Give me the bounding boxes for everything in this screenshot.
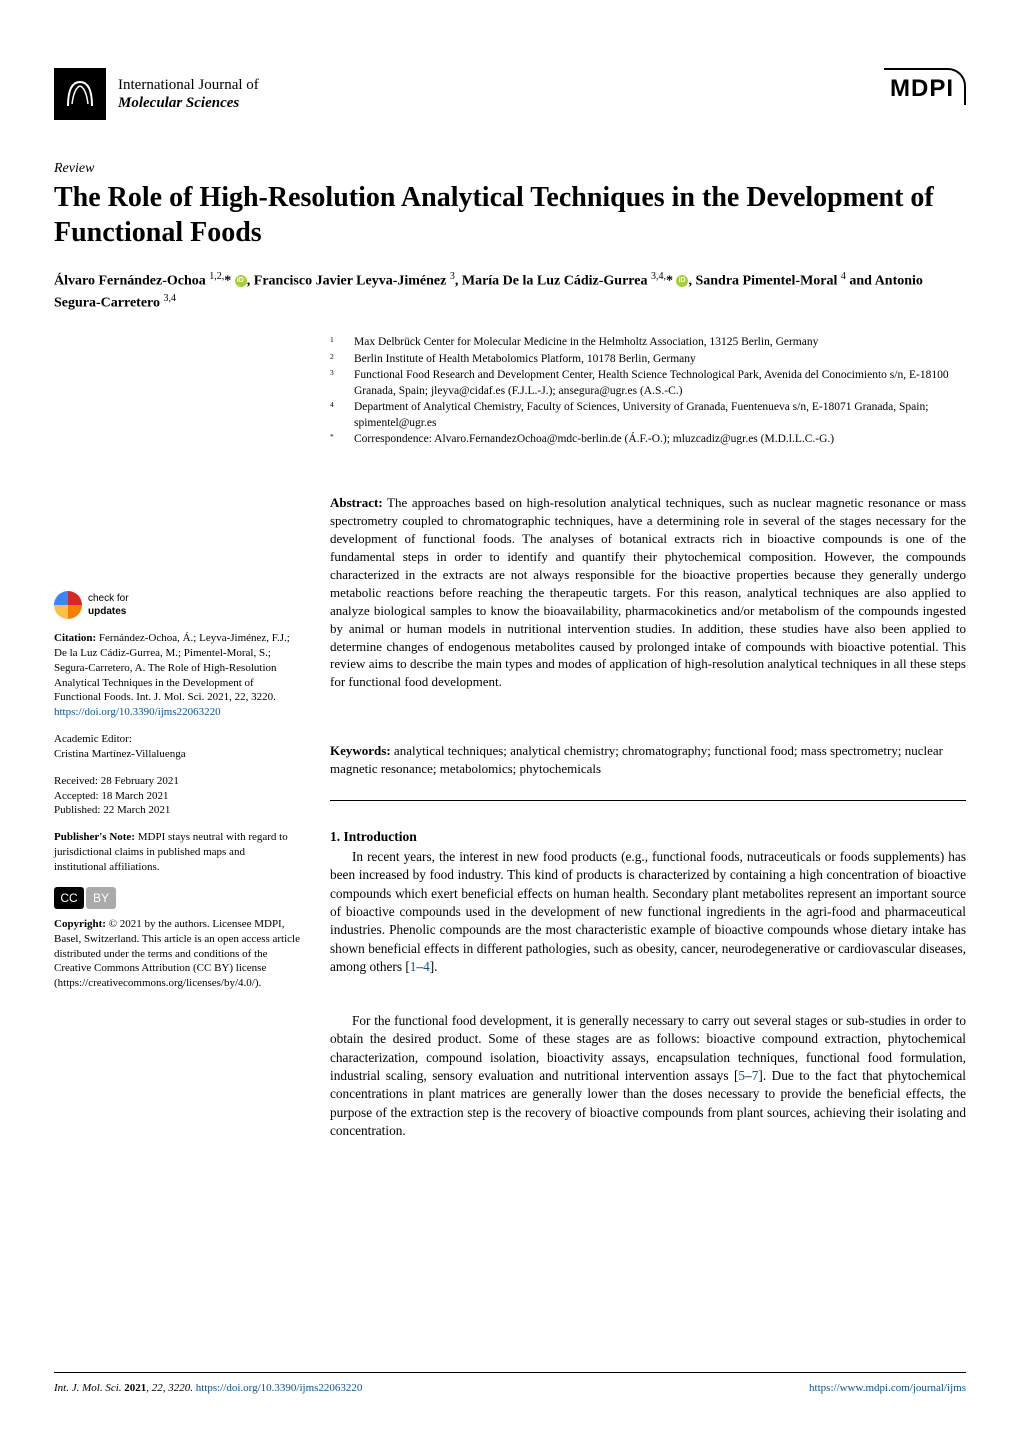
journal-line1: International Journal of: [118, 76, 259, 94]
aff-text: Department of Analytical Chemistry, Facu…: [354, 400, 966, 431]
intro-para1: In recent years, the interest in new foo…: [330, 848, 966, 976]
date-received: Received: 28 February 2021: [54, 774, 300, 789]
by-icon: BY: [86, 887, 116, 909]
check-updates[interactable]: check for updates: [54, 591, 300, 619]
pubnote-label: Publisher's Note:: [54, 831, 135, 843]
section-heading: 1. Introduction: [330, 828, 417, 846]
date-published: Published: 22 March 2021: [54, 803, 300, 818]
abstract-label: Abstract:: [330, 495, 383, 510]
journal-brand: International Journal of Molecular Scien…: [54, 68, 259, 120]
editor-name: Cristina Martínez-Villaluenga: [54, 747, 300, 762]
intro-para2: For the functional food development, it …: [330, 1012, 966, 1140]
footer-year: 2021: [124, 1382, 146, 1394]
ref-4[interactable]: 4: [423, 959, 430, 974]
publisher-logo: MDPI: [884, 68, 966, 105]
aff-text: Correspondence: Alvaro.FernandezOchoa@md…: [354, 432, 966, 448]
editor-block: Academic Editor: Cristina Martínez-Villa…: [54, 732, 300, 762]
journal-name: International Journal of Molecular Scien…: [118, 76, 259, 112]
aff-num: 3: [330, 368, 344, 399]
abstract: Abstract: The approaches based on high-r…: [330, 494, 966, 691]
aff-text: Berlin Institute of Health Metabolomics …: [354, 352, 966, 368]
ref-dash2: –: [745, 1068, 752, 1083]
check-updates-icon: [54, 591, 82, 619]
abstract-text: The approaches based on high-resolution …: [330, 495, 966, 689]
copyright-block: Copyright: © 2021 by the authors. Licens…: [54, 917, 300, 991]
keywords-text: analytical techniques; analytical chemis…: [330, 743, 943, 776]
affiliation-row: 4 Department of Analytical Chemistry, Fac…: [330, 400, 966, 431]
orcid-icon: [235, 275, 247, 287]
check-updates-l1: check for: [88, 592, 129, 606]
page-footer: Int. J. Mol. Sci. 2021, 22, 3220. https:…: [54, 1372, 966, 1396]
aff-text: Functional Food Research and Development…: [354, 368, 966, 399]
aff-num: 4: [330, 400, 344, 431]
aff-num: 2: [330, 352, 344, 368]
editor-label: Academic Editor:: [54, 732, 300, 747]
orcid-icon: [676, 275, 688, 287]
dates-block: Received: 28 February 2021 Accepted: 18 …: [54, 774, 300, 819]
article-title: The Role of High-Resolution Analytical T…: [54, 180, 966, 250]
citation-block: Citation: Fernández-Ochoa, Á.; Leyva-Jim…: [54, 631, 300, 720]
cc-license-badge: CC BY: [54, 887, 300, 909]
check-updates-l2: updates: [88, 605, 129, 619]
sidebar: check for updates Citation: Fernández-Oc…: [54, 591, 300, 1003]
date-accepted: Accepted: 18 March 2021: [54, 789, 300, 804]
aff-text: Max Delbrück Center for Molecular Medici…: [354, 335, 966, 351]
separator: [330, 800, 966, 801]
authors: Álvaro Fernández-Ochoa 1,2,* , Francisco…: [54, 270, 966, 314]
publisher-note: Publisher's Note: MDPI stays neutral wit…: [54, 830, 300, 875]
article-type: Review: [54, 160, 94, 179]
journal-icon: [54, 68, 106, 120]
keywords: Keywords: analytical techniques; analyti…: [330, 742, 966, 778]
footer-issue: , 22, 3220.: [146, 1382, 196, 1394]
affiliation-row: 2 Berlin Institute of Health Metabolomics…: [330, 352, 966, 368]
citation-label: Citation:: [54, 632, 96, 644]
footer-right[interactable]: https://www.mdpi.com/journal/ijms: [809, 1381, 966, 1396]
check-updates-label: check for updates: [88, 592, 129, 619]
footer-left: Int. J. Mol. Sci. 2021, 22, 3220. https:…: [54, 1381, 362, 1396]
affiliation-row: 3 Functional Food Research and Developmen…: [330, 368, 966, 399]
journal-line2: Molecular Sciences: [118, 94, 259, 112]
cc-icon: CC: [54, 887, 84, 909]
copyright-label: Copyright:: [54, 918, 106, 930]
p1-text-b: ].: [430, 959, 438, 974]
affiliation-row: * Correspondence: Alvaro.FernandezOchoa@m…: [330, 432, 966, 448]
affiliation-row: 1 Max Delbrück Center for Molecular Medic…: [330, 335, 966, 351]
keywords-label: Keywords:: [330, 743, 391, 758]
p1-text-a: In recent years, the interest in new foo…: [330, 849, 966, 974]
footer-doi[interactable]: https://doi.org/10.3390/ijms22063220: [196, 1382, 363, 1394]
page-header: International Journal of Molecular Scien…: [54, 68, 966, 120]
aff-num: 1: [330, 335, 344, 351]
aff-num: *: [330, 432, 344, 448]
affiliations: 1 Max Delbrück Center for Molecular Medic…: [330, 335, 966, 449]
citation-doi[interactable]: https://doi.org/10.3390/ijms22063220: [54, 706, 221, 718]
footer-journal: Int. J. Mol. Sci.: [54, 1382, 124, 1394]
